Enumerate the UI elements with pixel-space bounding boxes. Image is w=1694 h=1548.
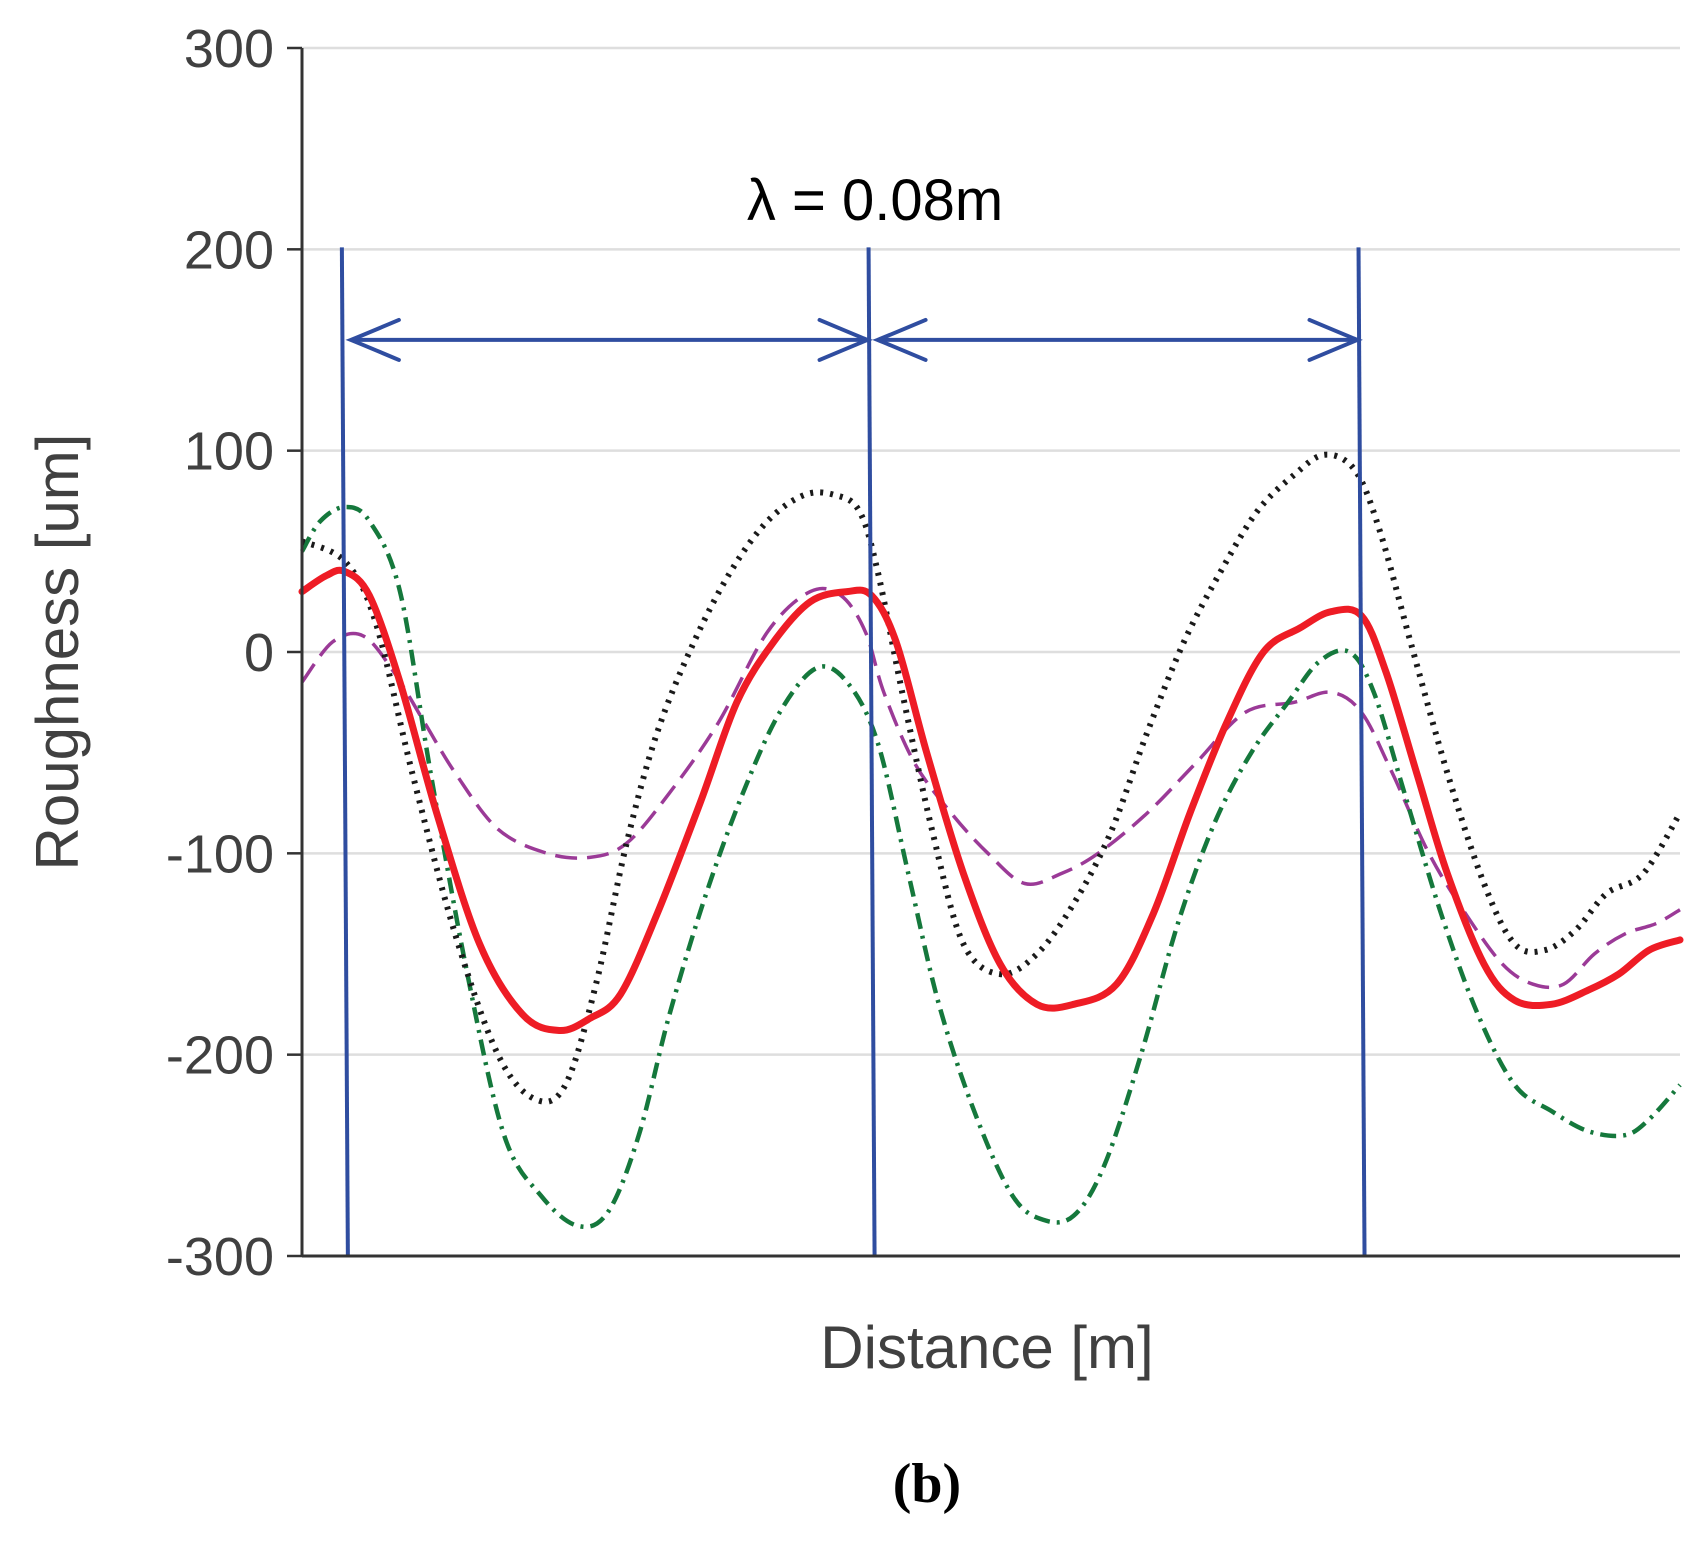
y-tick-label: -100 (166, 824, 274, 884)
labels: Roughness [um] Distance [m] λ = 0.08m (b… (24, 168, 1154, 1515)
x-axis-label: Distance [m] (820, 1314, 1153, 1381)
y-tick-label: -300 (166, 1227, 274, 1287)
y-tick-label: 0 (244, 623, 274, 683)
wavelength-marker-line (1356, 247, 1367, 1257)
arrow-head (872, 317, 928, 362)
wavelength-markers (339, 247, 1367, 1257)
gridlines (302, 46, 1680, 1056)
arrow-head (1307, 317, 1363, 362)
wavelength-marker-line (866, 247, 877, 1257)
wavelength-marker-line (339, 247, 350, 1257)
panel-label: (b) (893, 1453, 961, 1515)
arrow-head (817, 317, 873, 362)
y-tick-label: 300 (184, 19, 274, 79)
series-line-green-dashdot (300, 504, 1682, 1230)
y-tick-label: 200 (184, 220, 274, 280)
series-line-red-solid (298, 566, 1684, 1035)
y-axis-label: Roughness [um] (24, 434, 91, 871)
y-tick-label: -200 (166, 1026, 274, 1086)
y-tick-label: 100 (184, 422, 274, 482)
wavelength-label: λ = 0.08m (747, 168, 1003, 233)
series-line-purple-dashed (300, 586, 1681, 990)
arrow-head (345, 317, 401, 362)
axes: -300 -200 -100 0 100 200 300 (166, 19, 1680, 1287)
series-group (298, 451, 1684, 1230)
